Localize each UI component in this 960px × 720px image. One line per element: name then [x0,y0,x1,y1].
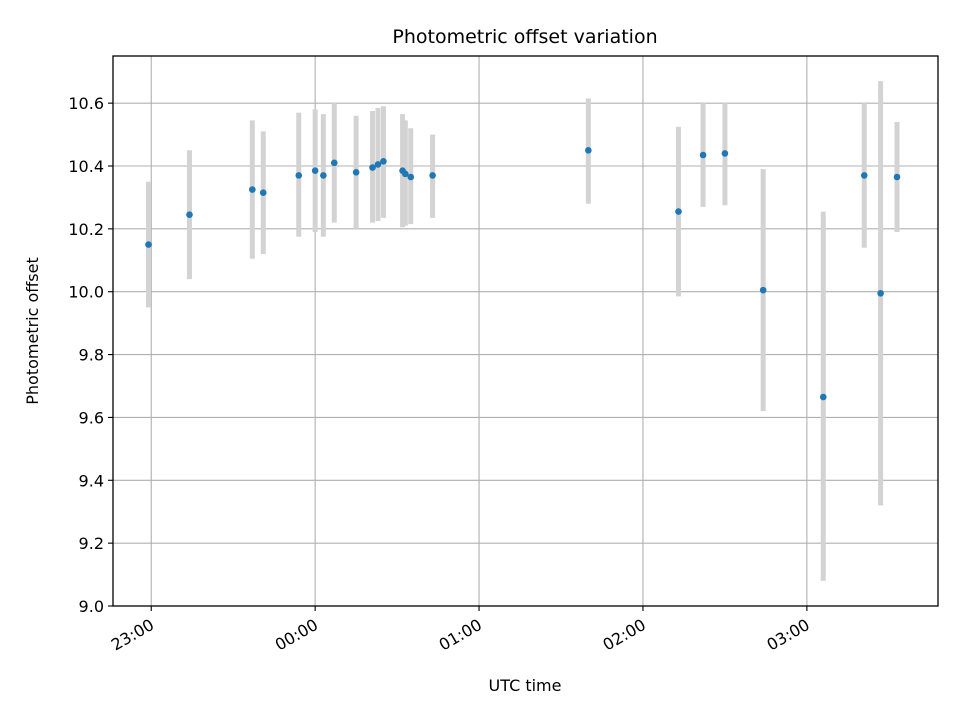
data-point [259,189,267,197]
data-point [380,157,387,165]
data-point [893,173,901,181]
y-tick-label: 10.2 [68,220,104,239]
data-point [699,151,707,159]
y-tick-label: 10.6 [68,94,104,113]
data-point [186,211,193,219]
data-point [675,208,682,215]
data-point [402,170,409,178]
data-point [860,172,868,179]
data-point [407,173,415,181]
y-tick-label: 9.4 [79,471,104,490]
data-point [585,146,592,154]
data-point [721,150,729,157]
plot-frame [112,55,939,607]
data-point [352,168,360,176]
y-axis-label: Photometric offset [23,257,42,405]
y-tick-label: 9.8 [79,346,104,365]
data-point [759,286,767,294]
data-point [249,186,256,193]
data-point [330,159,338,167]
data-point [295,172,303,179]
y-tick-label: 9.2 [79,534,104,553]
data-point [819,393,827,401]
data-point [311,167,319,175]
data-point [145,241,152,248]
y-tick-label: 10.4 [68,157,104,176]
data-point [320,172,327,179]
data-point [429,172,436,179]
y-tick-label: 9.6 [79,408,104,427]
data-point [374,161,382,168]
data-point [369,164,376,171]
y-axis-ticks: 9.0 9.2 9.4 9.6 9.8 10.0 10.2 10.4 10.6 [68,94,113,616]
data-points [145,146,901,401]
data-point [877,289,884,297]
y-tick-label: 9.0 [79,597,104,616]
y-tick-label: 10.0 [68,283,104,302]
chart-title: Photometric offset variation [392,26,657,48]
x-axis-label: UTC time [489,676,562,695]
